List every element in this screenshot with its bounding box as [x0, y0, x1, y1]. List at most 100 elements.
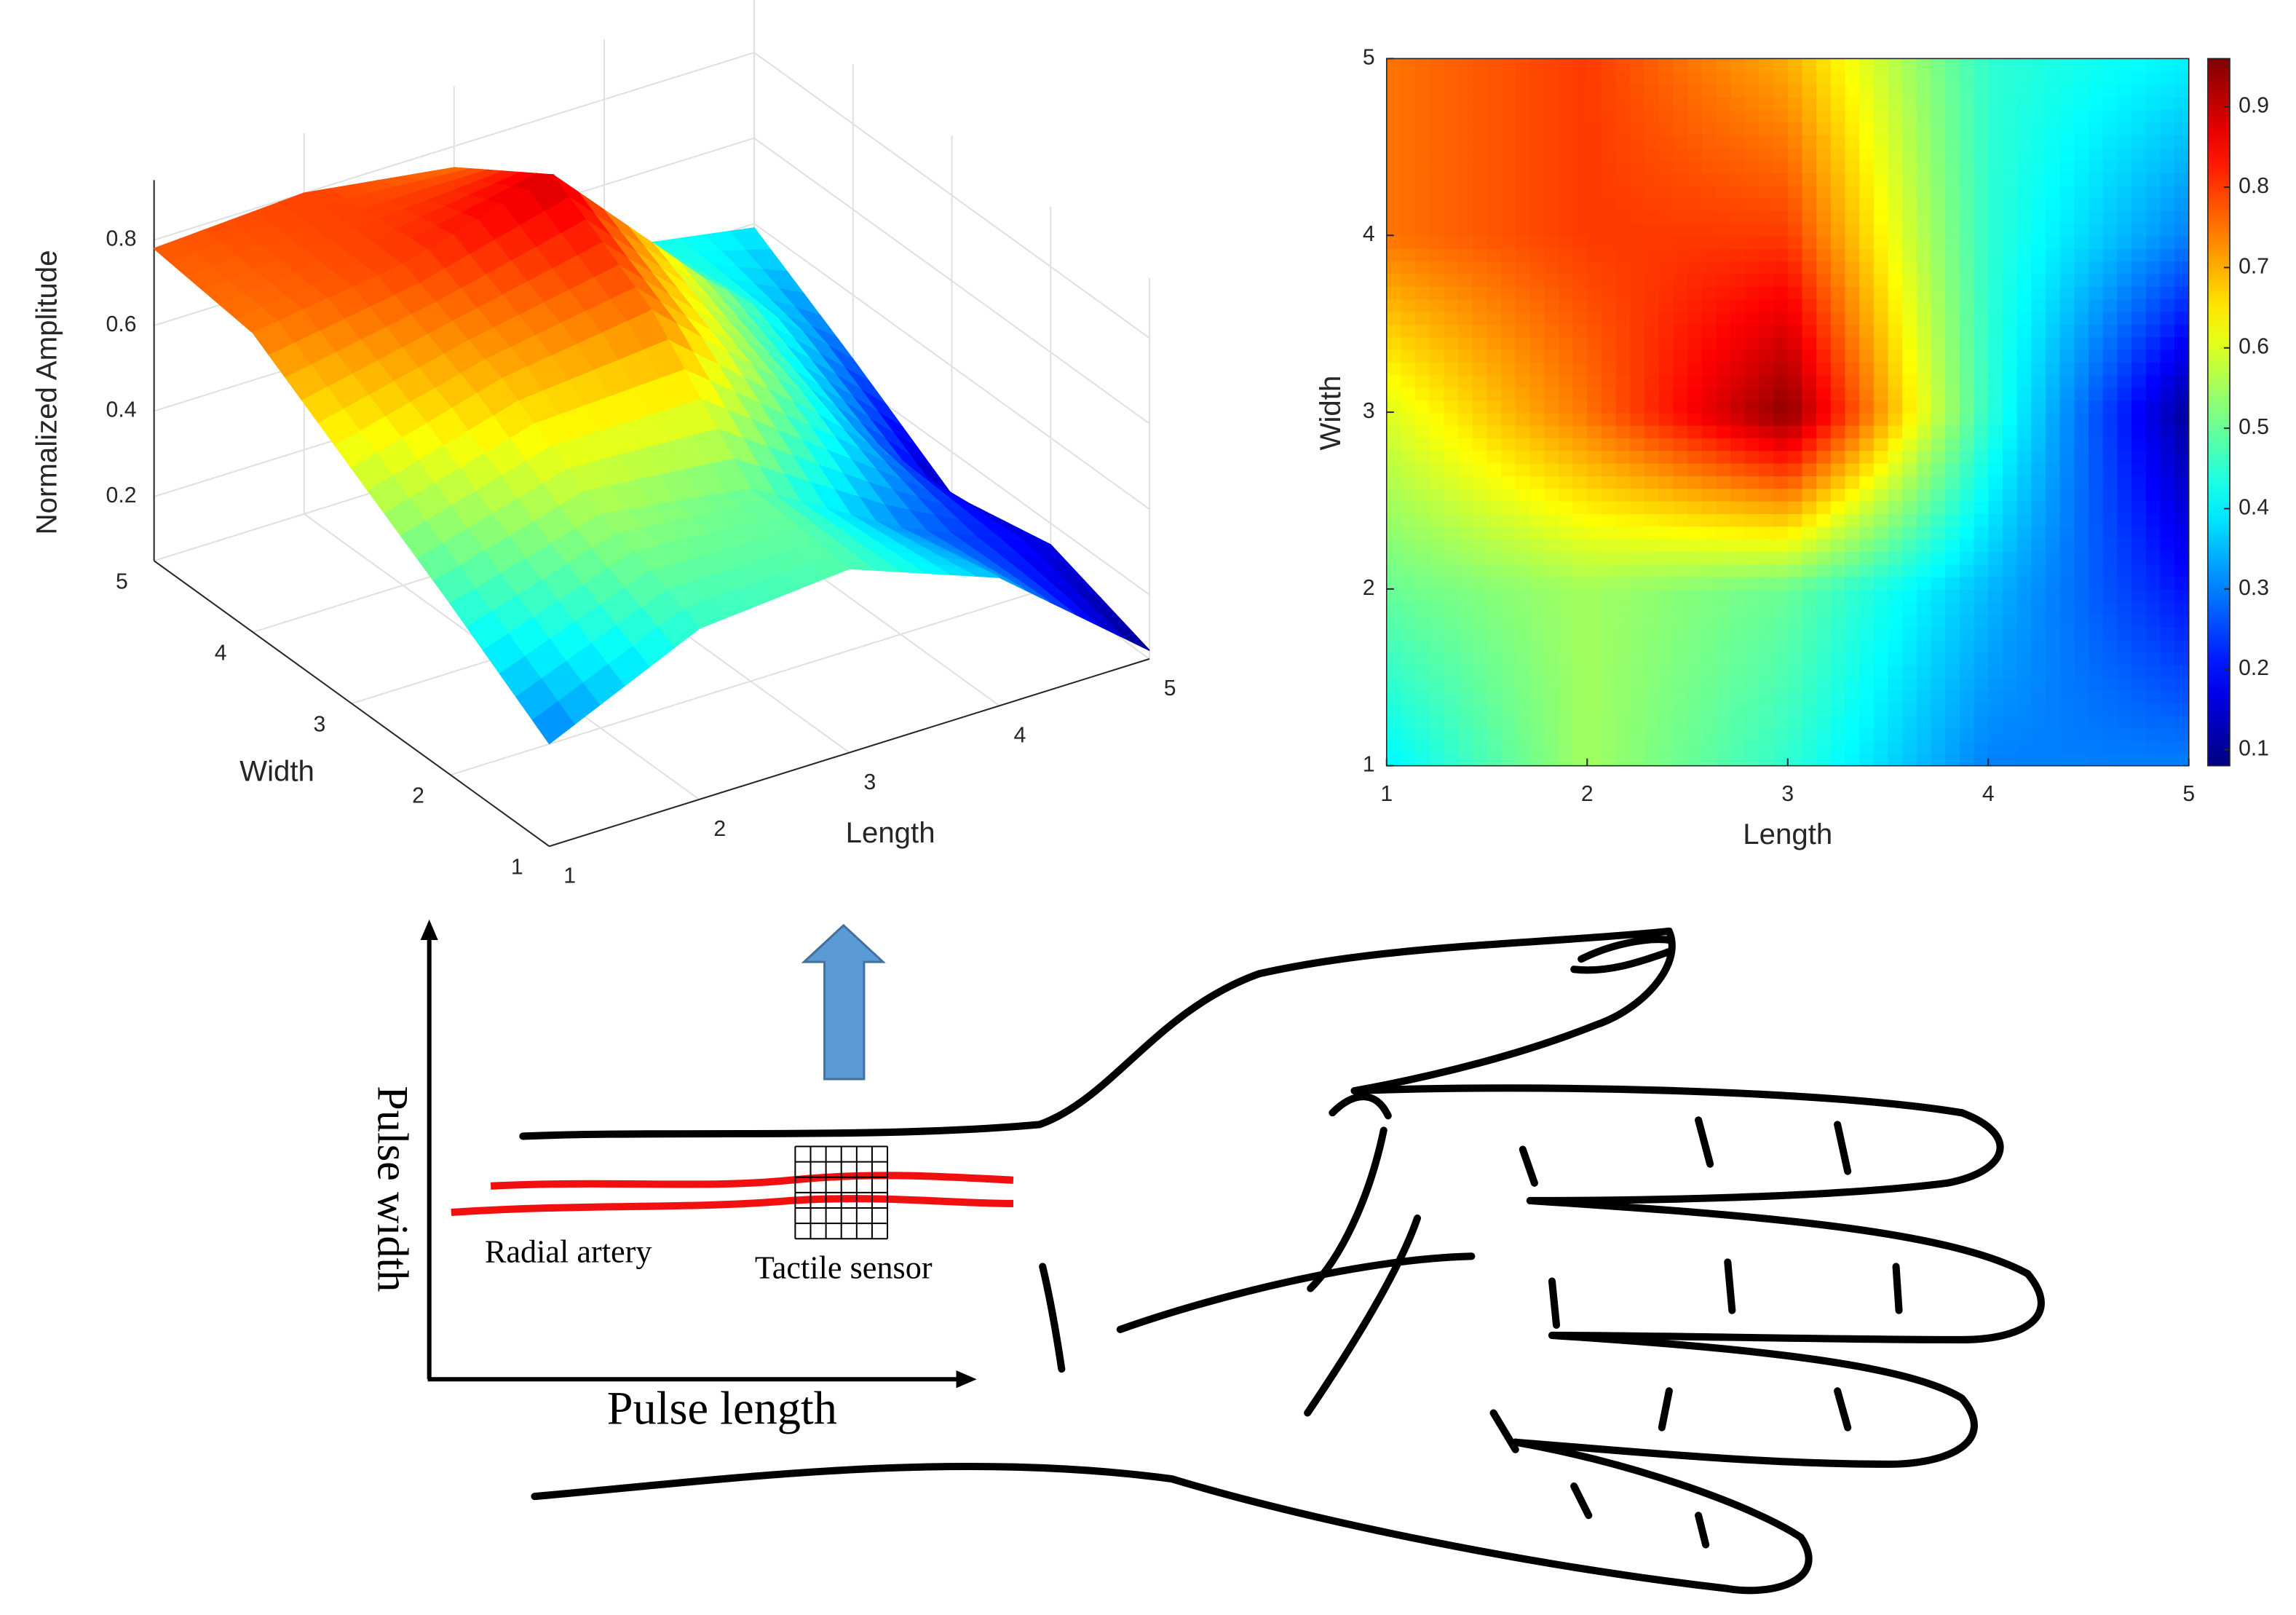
- heatmap-cell: [1658, 260, 1674, 275]
- heatmap-cell: [1487, 727, 1503, 742]
- heatmap-cell: [1787, 614, 1803, 628]
- heatmap-cell: [2117, 84, 2133, 98]
- heatmap-cell: [1658, 71, 1674, 85]
- heatmap-cell: [1916, 652, 1932, 666]
- heatmap-cell: [1988, 588, 2004, 603]
- heatmap-cell: [1845, 488, 1861, 502]
- heatmap-cell: [2102, 727, 2118, 742]
- thumb-crease: [1329, 1093, 1392, 1120]
- heatmap-cell: [2074, 475, 2090, 489]
- heatmap-cell: [1544, 538, 1560, 553]
- heatmap-cell: [1558, 500, 1574, 515]
- heatmap-cell: [1759, 626, 1775, 641]
- heatmap-cell: [1630, 538, 1646, 553]
- heatmap-cell: [1931, 235, 1947, 249]
- heatmap-cell: [1701, 374, 1717, 388]
- heatmap-cell: [2045, 222, 2061, 237]
- heatmap-cell: [1630, 336, 1646, 350]
- heatmap-cell: [2045, 677, 2061, 691]
- heatmap-cell: [1701, 690, 1717, 704]
- heatmap-cell: [1701, 437, 1717, 451]
- heatmap-cell: [1644, 184, 1660, 199]
- heatmap-cell: [2088, 184, 2104, 199]
- heatmap-cell: [1515, 715, 1531, 729]
- heatmap-cell: [1487, 134, 1503, 149]
- heatmap-cell: [1572, 222, 1588, 237]
- heatmap-cell: [1945, 248, 1961, 262]
- y-tick-label: 5: [1363, 45, 1375, 69]
- heatmap-cell: [1830, 652, 1846, 666]
- heatmap-cell: [1601, 323, 1617, 338]
- heatmap-cell: [2145, 248, 2161, 262]
- heatmap-cell: [2145, 564, 2161, 577]
- heatmap-cell: [1759, 361, 1775, 376]
- heatmap-cell: [1601, 374, 1617, 388]
- heatmap-cell: [1615, 387, 1631, 400]
- heatmap-cell: [1558, 652, 1574, 666]
- heatmap-cell: [1544, 741, 1560, 754]
- heatmap-cell: [1931, 526, 1947, 540]
- heatmap-cell: [2102, 437, 2118, 451]
- heatmap-cell: [1687, 753, 1703, 766]
- heatmap-cell: [1587, 475, 1603, 489]
- heatmap-cell: [1687, 488, 1703, 502]
- heatmap-cell: [1974, 184, 1990, 199]
- heatmap-cell: [1830, 475, 1846, 489]
- heatmap-cell: [1845, 500, 1861, 515]
- heatmap-cell: [1716, 323, 1732, 338]
- heatmap-cell: [2016, 753, 2032, 766]
- heatmap-cell: [1458, 690, 1474, 704]
- heatmap-cell: [1644, 298, 1660, 312]
- heatmap-cell: [1630, 361, 1646, 376]
- heatmap-cell: [1673, 488, 1689, 502]
- heatmap-cell: [1630, 399, 1646, 414]
- heatmap-cell: [1429, 387, 1445, 400]
- heatmap-cell: [1988, 601, 2004, 615]
- heatmap-cell: [1572, 727, 1588, 742]
- heatmap-cell: [2145, 336, 2161, 350]
- heatmap-cell: [2031, 159, 2047, 173]
- heatmap-cell: [1873, 222, 1889, 237]
- heatmap-cell: [1959, 437, 1975, 451]
- heatmap-cell: [1816, 311, 1832, 325]
- heatmap-cell: [1687, 387, 1703, 400]
- heatmap-cell: [1830, 488, 1846, 502]
- heatmap-cell: [1544, 702, 1560, 716]
- heatmap-cell: [1558, 425, 1574, 438]
- heatmap-cell: [1487, 260, 1503, 275]
- heatmap-cell: [2074, 159, 2090, 173]
- heatmap-cell: [1701, 210, 1717, 224]
- heatmap-cell: [1873, 437, 1889, 451]
- heatmap-cell: [1716, 450, 1732, 464]
- heatmap-cell: [2160, 235, 2176, 249]
- heatmap-cell: [2160, 652, 2176, 666]
- heatmap-cell: [1716, 108, 1732, 123]
- heatmap-cell: [2045, 159, 2061, 173]
- heatmap-cell: [1644, 122, 1660, 135]
- heatmap-cell: [1773, 690, 1789, 704]
- heatmap-cell: [1515, 248, 1531, 262]
- heatmap-cell: [1773, 285, 1789, 300]
- heatmap-cell: [1415, 450, 1431, 464]
- heatmap-cell: [1487, 550, 1503, 565]
- heatmap-cell: [1415, 311, 1431, 325]
- heatmap-cell: [2059, 437, 2075, 451]
- heatmap-cell: [1916, 84, 1932, 98]
- heatmap-cell: [1988, 96, 2004, 111]
- heatmap-cell: [1544, 690, 1560, 704]
- heatmap-cell: [1888, 298, 1904, 312]
- heatmap-cell: [1988, 450, 2004, 464]
- heatmap-cell: [1687, 96, 1703, 111]
- heatmap-cell: [2045, 690, 2061, 704]
- heatmap-cell: [1558, 526, 1574, 540]
- heatmap-cell: [1515, 412, 1531, 426]
- heatmap-cell: [1529, 538, 1545, 553]
- heatmap-cell: [1988, 741, 2004, 754]
- heatmap-cell: [1429, 652, 1445, 666]
- heatmap-cell: [1587, 273, 1603, 287]
- heatmap-cell: [1830, 576, 1846, 591]
- heatmap-cell: [1386, 58, 1402, 72]
- heatmap-cell: [1902, 690, 1918, 704]
- heatmap-cell: [1587, 184, 1603, 199]
- heatmap-cell: [1544, 526, 1560, 540]
